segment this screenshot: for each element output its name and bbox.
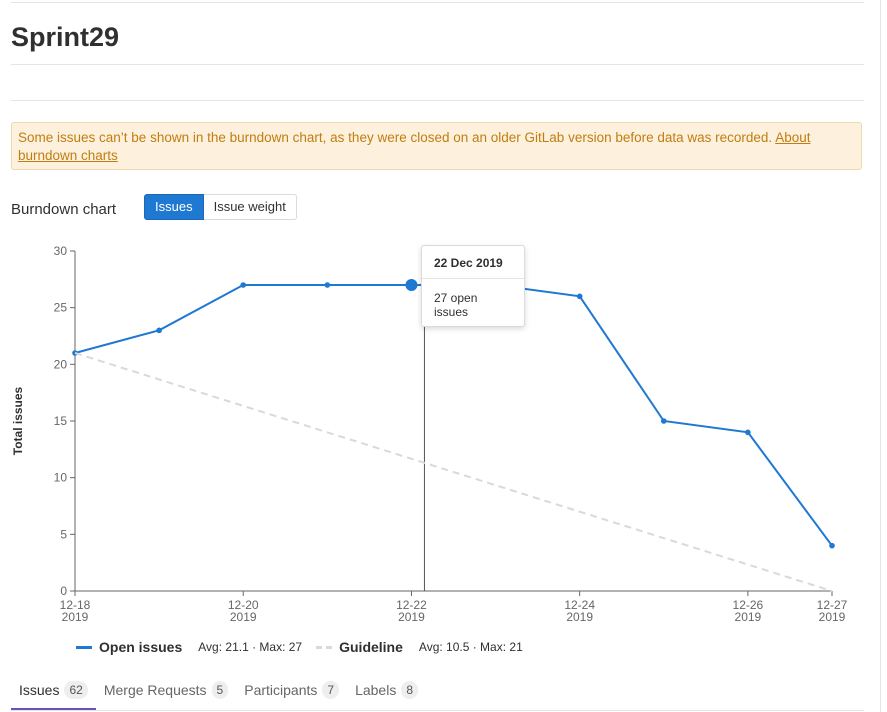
tab-labels-label: Labels [355, 682, 397, 698]
burndown-title: Burndown chart [11, 201, 117, 218]
x-tick-year-label: 2019 [819, 610, 846, 624]
guideline-series-line [74, 352, 833, 592]
x-tick-label: 12-20 [228, 598, 259, 612]
chart-legend: Open issues Avg: 21.1 · Max: 27 Guidelin… [76, 638, 537, 656]
x-tick-year-label: 2019 [735, 610, 762, 624]
top-divider [11, 2, 864, 3]
open-issues-data-point [156, 327, 162, 334]
chart-tooltip: 22 Dec 2019 27 open issues [421, 245, 525, 327]
warning-alert: Some issues can’t be shown in the burndo… [11, 122, 862, 170]
y-tick-label: 5 [60, 527, 67, 541]
y-tick-label: 30 [54, 244, 68, 258]
y-tick-label: 25 [54, 301, 68, 315]
x-tick-label: 12-26 [733, 598, 764, 612]
x-tick-label: 12-18 [60, 598, 91, 612]
hovered-data-point [405, 279, 418, 291]
tooltip-date: 22 Dec 2019 [422, 246, 524, 279]
tab-merge-requests[interactable]: Merge Requests 5 [96, 672, 236, 708]
y-tick-label: 0 [60, 584, 67, 598]
tab-merge-requests-label: Merge Requests [103, 682, 207, 698]
open-issues-swatch [76, 645, 92, 649]
legend-guideline-stats: Avg: 10.5 · Max: 21 [418, 640, 523, 654]
guideline-swatch [316, 645, 333, 649]
x-tick-label: 12-24 [564, 598, 595, 612]
y-tick-label: 10 [54, 471, 68, 485]
tab-issues[interactable]: Issues 62 [11, 672, 96, 710]
tab-labels-count: 8 [401, 681, 419, 699]
open-issues-data-point [745, 429, 751, 436]
open-issues-data-point [576, 293, 583, 300]
title-divider [11, 64, 864, 65]
tooltip-value: 27 open issues [434, 291, 478, 319]
tab-labels[interactable]: Labels 8 [347, 672, 426, 708]
tab-participants[interactable]: Participants 7 [236, 672, 347, 708]
section-divider [11, 100, 864, 101]
tab-issues-count: 62 [64, 681, 88, 699]
open-issues-data-point [324, 282, 331, 288]
page-title: Sprint29 [11, 22, 120, 52]
about-burndown-link[interactable]: About burndown charts [18, 130, 811, 163]
y-axis-label: Total issues [11, 386, 25, 455]
y-tick-label: 15 [54, 414, 68, 428]
legend-guideline-name[interactable]: Guideline [339, 639, 403, 655]
alert-text: Some issues can’t be shown in the burndo… [18, 130, 776, 145]
x-tick-year-label: 2019 [566, 610, 593, 624]
legend-open-issues-name[interactable]: Open issues [99, 639, 183, 655]
x-tick-label: 12-27 [817, 598, 848, 612]
open-issues-data-point [240, 282, 247, 288]
tab-participants-count: 7 [322, 681, 340, 699]
tab-participants-label: Participants [244, 682, 318, 698]
y-tick-label: 20 [54, 357, 68, 371]
x-tick-year-label: 2019 [398, 610, 425, 624]
chart-type-toggle: Issues Issue weight [144, 194, 297, 220]
open-issues-data-point [660, 418, 667, 424]
issues-toggle-button[interactable]: Issues [144, 194, 204, 220]
x-tick-year-label: 2019 [62, 610, 89, 624]
legend-open-issues-stats: Avg: 21.1 · Max: 27 [198, 640, 303, 654]
open-issues-data-point [829, 542, 835, 549]
tab-issues-label: Issues [19, 682, 60, 698]
issue-weight-toggle-button[interactable]: Issue weight [203, 194, 297, 220]
tab-merge-requests-count: 5 [211, 681, 229, 699]
x-tick-year-label: 2019 [230, 610, 257, 624]
page-edge [880, 0, 881, 712]
milestone-tabs: Issues 62 Merge Requests 5 Participants … [11, 672, 864, 711]
x-tick-label: 12-22 [396, 598, 427, 612]
